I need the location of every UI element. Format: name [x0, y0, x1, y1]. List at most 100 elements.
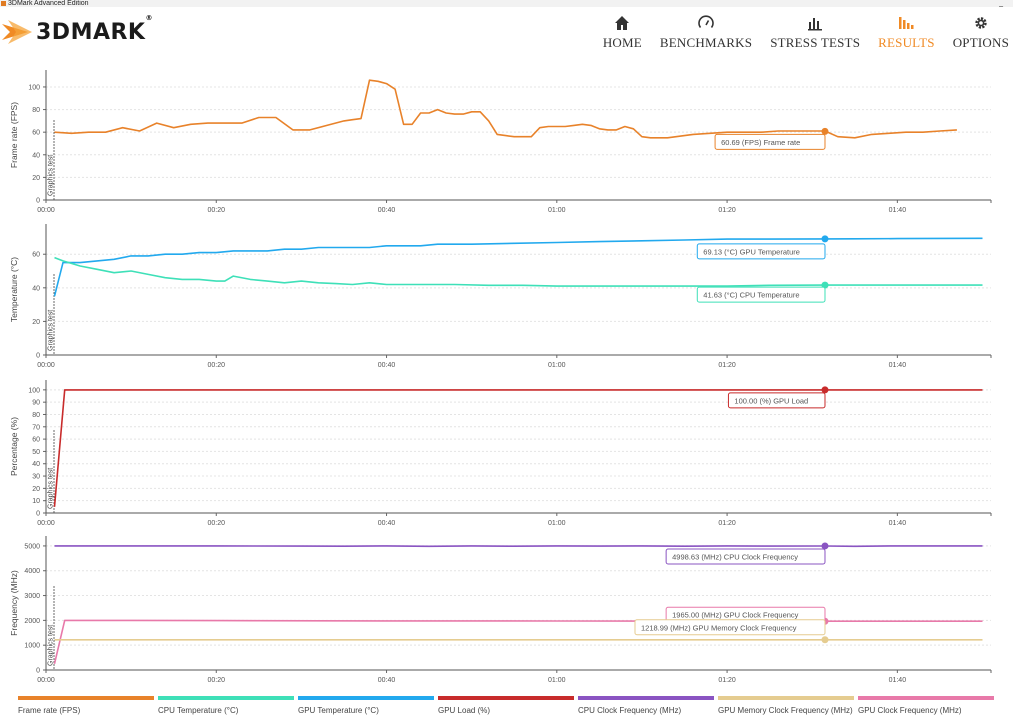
y-tick-label: 20: [32, 486, 40, 493]
y-axis-label: Frame rate (FPS): [9, 102, 19, 168]
x-tick-label: 00:00: [37, 677, 55, 684]
nav-stress-tests[interactable]: STRESS TESTS: [770, 14, 860, 51]
cursor-point: [821, 542, 829, 550]
logo-text: 3DMARK®: [36, 13, 153, 45]
series-line-gpu_temp: [53, 237, 983, 297]
legend-swatch: [578, 696, 714, 700]
legend-swatch: [298, 696, 434, 700]
tooltip-cpu_clock: 4998.63 (MHz) CPU Clock Frequency: [665, 548, 826, 565]
y-tick-label: 20: [32, 319, 40, 326]
y-tick-label: 80: [32, 412, 40, 419]
y-tick-label: 40: [32, 285, 40, 292]
legend-item[interactable]: GPU Load (%): [438, 696, 578, 715]
y-axis-label: Frequency (MHz): [9, 570, 19, 636]
legend-item[interactable]: CPU Temperature (°C): [158, 696, 298, 715]
x-tick-label: 00:40: [378, 520, 396, 527]
x-tick-label: 00:00: [37, 207, 55, 214]
window-title: 3DMark Advanced Edition: [8, 0, 89, 7]
y-tick-label: 100: [28, 387, 40, 394]
legend-label: CPU Temperature (°C): [158, 706, 239, 715]
legend-item[interactable]: GPU Temperature (°C): [298, 696, 438, 715]
y-tick-label: 70: [32, 424, 40, 431]
3dmark-logo: 3DMARK®: [2, 13, 153, 47]
x-tick-label: 01:40: [889, 362, 907, 369]
x-tick-label: 01:20: [718, 677, 736, 684]
series-line-gpu_clock: [53, 619, 983, 664]
nav-home-label: HOME: [602, 35, 642, 50]
x-tick-label: 00:40: [378, 677, 396, 684]
x-tick-label: 01:20: [718, 207, 736, 214]
x-tick-label: 01:40: [889, 520, 907, 527]
tooltip-gpu_load: 100.00 (%) GPU Load: [727, 392, 826, 409]
y-tick-label: 60: [32, 252, 40, 259]
x-tick-label: 00:20: [208, 677, 226, 684]
series-line-fps: [54, 79, 957, 139]
cursor-point: [821, 386, 829, 394]
x-tick-label: 01:00: [548, 362, 566, 369]
legend-item[interactable]: Frame rate (FPS): [18, 696, 158, 715]
legend-label: CPU Clock Frequency (MHz): [578, 706, 682, 715]
gauge-icon: [698, 15, 714, 28]
y-tick-label: 40: [32, 152, 40, 159]
tooltip-box: [634, 619, 826, 636]
legend-swatch: [18, 696, 154, 700]
tooltip-text: 100.00 (%) GPU Load: [734, 396, 808, 405]
legend-swatch: [158, 696, 294, 700]
x-tick-label: 01:40: [889, 677, 907, 684]
y-tick-label: 60: [32, 437, 40, 444]
chart-panel-4: 0 1000 2000 3000 4000 5000 00:00 00:20 00:40 01:0…: [9, 536, 992, 684]
tooltip-box: [714, 133, 826, 150]
nav-home[interactable]: HOME: [603, 14, 642, 51]
gear-icon: [975, 17, 987, 29]
legend-label: Frame rate (FPS): [18, 706, 81, 715]
tooltip-box: [696, 286, 826, 303]
legend-swatch: [438, 696, 574, 700]
nav-results[interactable]: RESULTS: [878, 14, 935, 51]
nav-benchmarks-label: BENCHMARKS: [659, 35, 753, 50]
x-tick-label: 01:00: [548, 677, 566, 684]
x-tick-label: 01:40: [889, 207, 907, 214]
y-tick-label: 0: [36, 668, 40, 675]
series-line-gpu_load: [53, 389, 983, 507]
legend-item[interactable]: GPU Clock Frequency (MHz): [858, 696, 998, 715]
y-tick-label: 30: [32, 474, 40, 481]
legend-swatch: [858, 696, 994, 700]
y-tick-label: 0: [36, 511, 40, 518]
tooltip-text: 69.13 (°C) GPU Temperature: [703, 247, 800, 256]
x-tick-label: 00:40: [378, 362, 396, 369]
x-tick-label: 01:00: [548, 207, 566, 214]
y-tick-label: 4000: [24, 568, 40, 575]
nav-benchmarks[interactable]: BENCHMARKS: [660, 14, 752, 51]
x-tick-label: 01:00: [548, 520, 566, 527]
graphics-test-label: Graphics test: [48, 155, 55, 196]
3dmark-flame-icon: [2, 20, 32, 44]
tooltip-text: 1218.99 (MHz) GPU Memory Clock Frequency: [641, 623, 797, 632]
cursor-point: [821, 636, 829, 644]
graphics-test-label: Graphics test: [48, 310, 55, 351]
results-chart-icon: [899, 17, 914, 29]
x-tick-label: 00:40: [378, 207, 396, 214]
legend-item[interactable]: CPU Clock Frequency (MHz): [578, 696, 718, 715]
y-tick-label: 100: [28, 84, 40, 91]
chart-panel-1: 0 20 40 60 80 100 00:00 00:20 00:40 01:00 01:20 01:…: [9, 70, 992, 214]
legend-label: GPU Temperature (°C): [298, 706, 379, 715]
tooltip-text: 41.63 (°C) CPU Temperature: [703, 291, 799, 300]
y-axis-label: Percentage (%): [9, 417, 19, 476]
tooltip-fps: 60.69 (FPS) Frame rate: [714, 133, 826, 150]
y-tick-label: 1000: [24, 643, 40, 650]
x-tick-label: 01:20: [718, 520, 736, 527]
y-tick-label: 40: [32, 461, 40, 468]
x-tick-label: 00:20: [208, 520, 226, 527]
chart-legend: Frame rate (FPS) CPU Temperature (°C) GPU …: [18, 696, 998, 715]
tooltip-gpu_temp: 69.13 (°C) GPU Temperature: [696, 243, 826, 260]
monitoring-charts: 0 20 40 60 80 100 00:00 00:20 00:40 01:00 01:20 01:…: [9, 70, 992, 684]
tooltip-box: [696, 243, 826, 260]
nav-options[interactable]: OPTIONS: [953, 14, 1009, 51]
minimize-button[interactable]: _: [999, 0, 1003, 7]
legend-item[interactable]: GPU Memory Clock Frequency (MHz): [718, 696, 858, 715]
legend-label: GPU Load (%): [438, 706, 491, 715]
tooltip-cpu_temp: 41.63 (°C) CPU Temperature: [696, 286, 826, 303]
y-tick-label: 20: [32, 175, 40, 182]
tooltip-text: 60.69 (FPS) Frame rate: [721, 138, 800, 147]
x-tick-label: 00:00: [37, 520, 55, 527]
